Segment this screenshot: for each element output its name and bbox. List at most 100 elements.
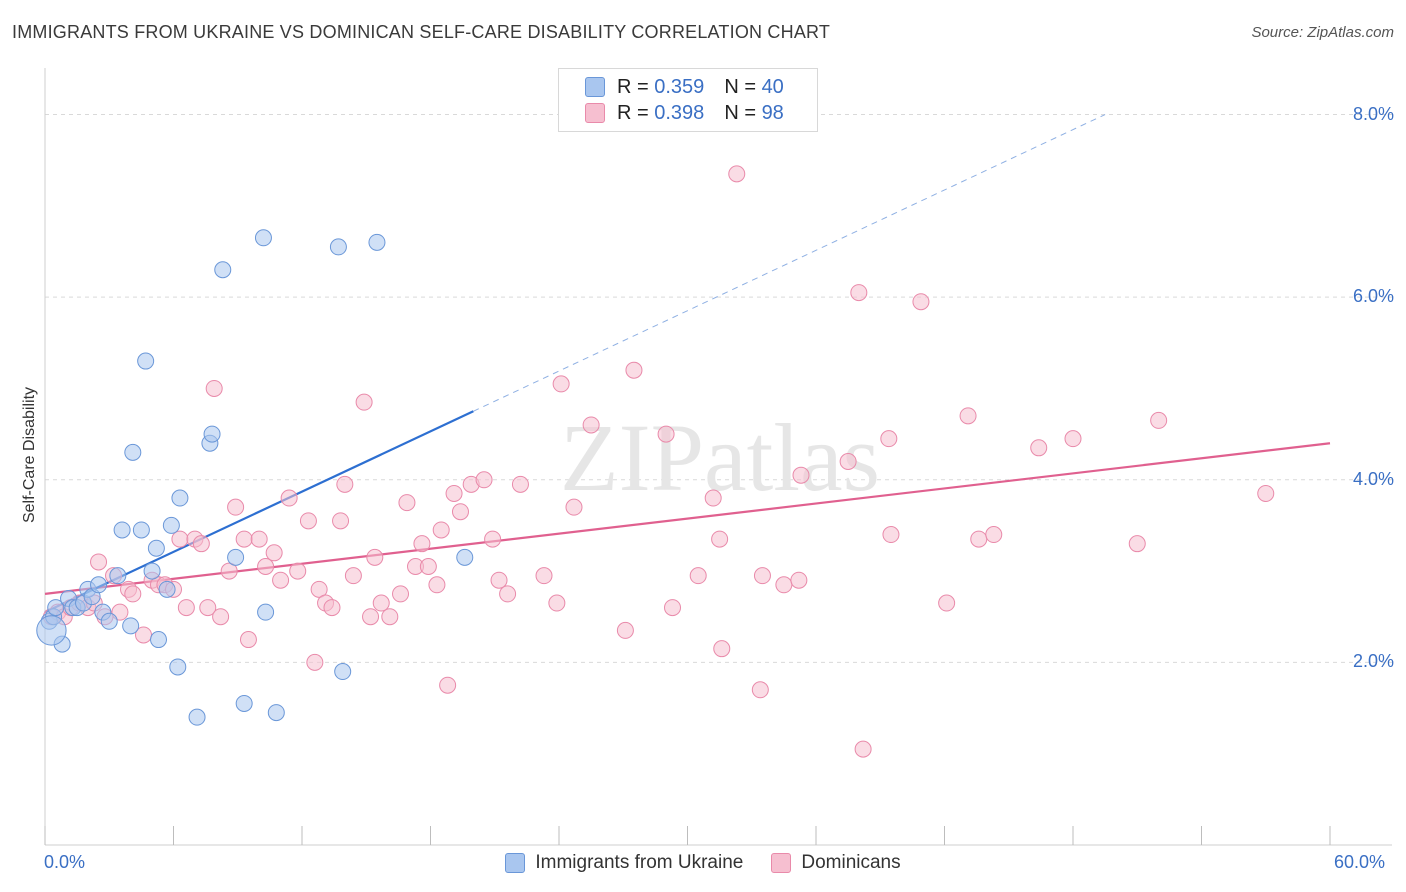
- point-dominicans: [372, 594, 390, 612]
- point-ukraine: [203, 425, 221, 443]
- point-dominicans: [775, 576, 793, 594]
- point-dominicans: [511, 475, 529, 493]
- point-ukraine: [162, 516, 180, 534]
- series-legend: Immigrants from Ukraine Dominicans: [0, 852, 1406, 874]
- point-dominicans: [1030, 439, 1048, 457]
- r-value: 0.359: [654, 75, 705, 98]
- point-ukraine: [147, 539, 165, 557]
- point-dominicans: [336, 475, 354, 493]
- point-dominicans: [1128, 535, 1146, 553]
- legend-label: Immigrants from Ukraine: [535, 852, 744, 873]
- point-dominicans: [753, 567, 771, 585]
- point-dominicans: [289, 562, 307, 580]
- source-label: Source: ZipAtlas.com: [1251, 24, 1394, 41]
- legend-item-ukraine[interactable]: Immigrants from Ukraine: [505, 852, 743, 874]
- n-label: N =: [724, 101, 756, 124]
- n-value: 40: [761, 75, 784, 98]
- gridlines: [45, 114, 1392, 663]
- point-dominicans: [938, 594, 956, 612]
- point-dominicans: [362, 608, 380, 626]
- point-dominicans: [199, 599, 217, 617]
- point-ukraine: [36, 615, 67, 646]
- point-ukraine: [254, 229, 272, 247]
- point-dominicans: [398, 494, 416, 512]
- point-dominicans: [451, 503, 469, 521]
- stats-legend-row-ukraine: R = 0.359 N = 40: [585, 75, 784, 99]
- stats-legend: R = 0.359 N = 40 R = 0.398 N = 98: [558, 68, 818, 132]
- point-dominicans: [306, 653, 324, 671]
- legend-swatch-blue: [585, 77, 605, 97]
- chart-title: IMMIGRANTS FROM UKRAINE VS DOMINICAN SEL…: [12, 22, 831, 42]
- legend-label: Dominicans: [801, 852, 901, 873]
- x-tick-label-max: 60.0%: [1334, 852, 1386, 872]
- point-dominicans: [499, 585, 517, 603]
- point-dominicans: [704, 489, 722, 507]
- point-dominicans: [413, 535, 431, 553]
- point-ukraine: [113, 521, 131, 539]
- r-label: R =: [617, 75, 649, 98]
- point-ukraine: [169, 658, 187, 676]
- point-ukraine: [171, 489, 189, 507]
- point-ukraine: [137, 352, 155, 370]
- point-dominicans: [1150, 411, 1168, 429]
- point-dominicans: [212, 608, 230, 626]
- point-dominicans: [850, 284, 868, 302]
- point-ukraine: [158, 580, 176, 598]
- point-dominicans: [565, 498, 583, 516]
- point-dominicans: [490, 571, 508, 589]
- point-ukraine: [267, 704, 285, 722]
- point-dominicans: [428, 576, 446, 594]
- point-dominicans: [332, 512, 350, 530]
- point-dominicans: [171, 530, 189, 548]
- point-ukraine: [124, 443, 142, 461]
- point-dominicans: [959, 407, 977, 425]
- point-dominicans: [235, 530, 253, 548]
- point-ukraine: [334, 663, 352, 681]
- axes: [44, 68, 1392, 846]
- point-dominicans: [548, 594, 566, 612]
- stats-legend-row-dominicans: R = 0.398 N = 98: [585, 101, 784, 125]
- x-tick-label-min: 0.0%: [44, 852, 86, 872]
- point-dominicans: [280, 489, 298, 507]
- point-dominicans: [344, 567, 362, 585]
- point-dominicans: [299, 512, 317, 530]
- point-dominicans: [689, 567, 707, 585]
- point-dominicans: [912, 293, 930, 311]
- n-label: N =: [724, 75, 756, 98]
- point-dominicans: [664, 599, 682, 617]
- legend-swatch-blue: [505, 853, 526, 873]
- legend-item-dominicans[interactable]: Dominicans: [771, 852, 901, 874]
- point-dominicans: [792, 466, 810, 484]
- n-value: 98: [761, 101, 784, 124]
- point-dominicans: [310, 580, 328, 598]
- point-dominicans: [854, 740, 872, 758]
- point-ukraine: [90, 576, 108, 594]
- point-ukraine: [132, 521, 150, 539]
- point-dominicans: [432, 521, 450, 539]
- point-dominicans: [265, 544, 283, 562]
- point-dominicans: [392, 585, 410, 603]
- point-dominicans: [484, 530, 502, 548]
- point-dominicans: [192, 535, 210, 553]
- point-dominicans: [552, 375, 570, 393]
- trend-line-ukraine-extrapolated: [473, 114, 1106, 412]
- point-dominicans: [445, 484, 463, 502]
- point-dominicans: [124, 585, 142, 603]
- legend-swatch-pink: [771, 853, 792, 873]
- point-ukraine: [143, 562, 161, 580]
- point-ukraine: [235, 694, 253, 712]
- point-dominicans: [728, 165, 746, 183]
- y-tick-label: 6.0%: [1352, 286, 1394, 307]
- point-dominicans: [220, 562, 238, 580]
- point-dominicans: [790, 571, 808, 589]
- point-ukraine: [456, 548, 474, 566]
- point-ukraine: [368, 233, 386, 251]
- point-ukraine: [109, 567, 127, 585]
- point-dominicans: [985, 526, 1003, 544]
- point-dominicans: [582, 416, 600, 434]
- point-dominicans: [713, 640, 731, 658]
- point-ukraine: [257, 603, 275, 621]
- point-dominicans: [535, 567, 553, 585]
- legend-swatch-pink: [585, 103, 605, 123]
